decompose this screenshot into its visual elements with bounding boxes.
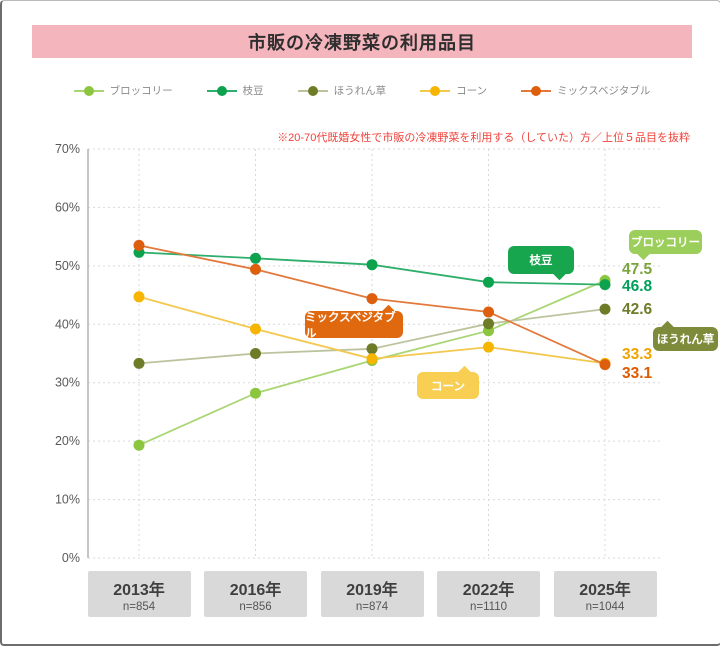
end-value-label: 33.1 — [622, 365, 653, 382]
y-tick-label: 0% — [62, 551, 80, 565]
legend-marker-icon — [420, 85, 451, 96]
data-point — [483, 276, 494, 288]
data-point — [133, 291, 145, 303]
legend-marker-icon — [73, 85, 104, 96]
x-axis-category: 2016年 n=856 — [204, 571, 307, 617]
data-point — [133, 239, 145, 251]
callout-label: コーン — [431, 380, 465, 393]
legend-item: コーン — [420, 83, 487, 98]
legend-label: コーン — [456, 85, 488, 97]
legend-marker-icon — [297, 85, 328, 96]
data-point — [599, 303, 611, 315]
y-tick-label: 60% — [55, 200, 80, 214]
legend-label: ほうれん草 — [333, 85, 387, 97]
y-tick-label: 10% — [55, 493, 80, 507]
chart-legend: ブロッコリー 枝豆 ほうれん草 コーン ミックスベジタブル — [2, 83, 720, 98]
legend-item: ミックスベジタブル — [521, 83, 650, 98]
end-value-label: 33.3 — [622, 346, 653, 363]
series-callout: コーン — [417, 365, 479, 399]
legend-label: ブロッコリー — [109, 85, 173, 97]
page-title: 市販の冷凍野菜の利用品目 — [248, 32, 476, 53]
data-point — [133, 357, 145, 369]
data-point — [366, 353, 378, 365]
x-axis-category: 2019年 n=874 — [320, 571, 424, 617]
data-point — [366, 293, 378, 305]
year-label: 2025年 — [579, 581, 631, 599]
y-tick-label: 50% — [55, 259, 80, 273]
data-point — [599, 359, 611, 371]
data-point — [483, 306, 494, 318]
end-value-label: 42.6 — [622, 301, 653, 318]
data-point — [250, 387, 261, 399]
data-point — [599, 279, 611, 291]
x-axis-category: 2025年 n=1044 — [553, 571, 657, 617]
year-label: 2022年 — [462, 581, 515, 599]
year-label: 2013年 — [113, 581, 165, 599]
x-axis-category: 2022年 n=1110 — [437, 571, 540, 617]
data-point — [250, 263, 261, 275]
y-tick-label: 70% — [55, 142, 80, 156]
series-callout: 枝豆 — [508, 246, 574, 281]
legend-item: ブロッコリー — [73, 83, 173, 98]
data-point — [250, 348, 261, 359]
series-callout: ほうれん草 — [653, 320, 718, 351]
y-tick-label: 20% — [55, 434, 80, 448]
data-point — [366, 343, 378, 355]
x-axis-category: 2013年 n=854 — [87, 571, 191, 617]
y-tick-label: 40% — [55, 317, 80, 331]
data-point — [250, 252, 261, 264]
legend-label: ミックスベジタブル — [557, 85, 651, 97]
callout-label: ブロッコリー — [631, 237, 700, 249]
legend-item: ほうれん草 — [297, 83, 387, 98]
end-value-label: 47.5 — [622, 261, 653, 278]
sample-size-label: n=854 — [122, 600, 156, 613]
data-point — [133, 439, 145, 451]
legend-item: 枝豆 — [206, 83, 264, 98]
y-tick-label: 30% — [55, 376, 80, 390]
sample-size-label: n=1110 — [470, 600, 507, 613]
callout-label: 枝豆 — [529, 255, 553, 267]
series-callout: ブロッコリー — [629, 230, 702, 261]
end-value-label: 46.8 — [622, 278, 653, 295]
series-callout: ミックスベジタブル — [305, 304, 403, 340]
sample-size-label: n=856 — [239, 600, 272, 613]
callout-label: ほうれん草 — [656, 334, 715, 346]
data-point — [483, 341, 494, 353]
data-point — [366, 259, 378, 271]
year-label: 2016年 — [229, 581, 282, 599]
data-point — [250, 323, 261, 335]
title-banner: 市販の冷凍野菜の利用品目 — [32, 25, 692, 58]
legend-marker-icon — [521, 85, 552, 96]
legend-marker-icon — [206, 85, 237, 96]
chart-footnote: ※20-70代既婚女性で市販の冷凍野菜を利用する（していた）方／上位５品目を抜粋 — [277, 132, 690, 144]
data-point — [483, 318, 494, 330]
legend-label: 枝豆 — [242, 85, 264, 97]
sample-size-label: n=1044 — [585, 600, 625, 613]
year-label: 2019年 — [346, 581, 398, 599]
callout-label: ミックスベジタブル — [305, 311, 396, 340]
sample-size-label: n=874 — [355, 600, 389, 613]
